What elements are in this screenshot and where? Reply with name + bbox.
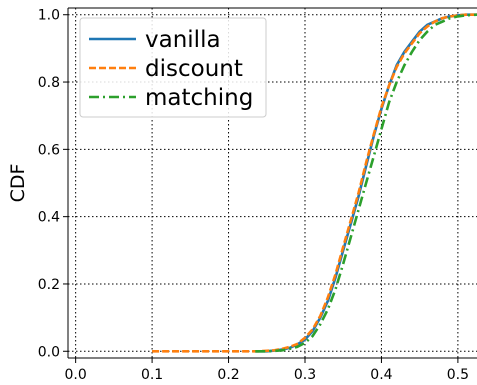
legend-label-vanilla: vanilla — [145, 27, 221, 53]
x-tick-label: 0.5 — [447, 367, 469, 383]
legend: vanilla discount matching — [79, 17, 267, 118]
x-tick-label: 0.1 — [141, 367, 163, 383]
series-lines — [152, 13, 477, 353]
x-tick-label: 0.0 — [65, 367, 87, 383]
y-tick-label: 0.6 — [38, 142, 60, 158]
axes-frame — [67, 7, 477, 359]
y-tick-label: 1.0 — [38, 8, 60, 24]
series-line-discount — [152, 13, 477, 353]
legend-label-matching: matching — [145, 85, 253, 111]
y-axis-title: CDF — [7, 164, 29, 203]
legend-label-discount: discount — [145, 56, 243, 82]
x-tick-label: 0.2 — [217, 367, 239, 383]
ticks: 0.0 0.1 0.2 0.3 0.4 0.5 0.0 0.2 0.4 0.6 0.8 1.0 — [38, 8, 469, 383]
x-tick-label: 0.3 — [294, 367, 316, 383]
x-tick-label: 0.4 — [370, 367, 392, 383]
grid — [68, 8, 477, 358]
y-tick-label: 0.0 — [38, 344, 60, 360]
legend-frame — [79, 17, 267, 118]
y-tick-label: 0.8 — [38, 75, 60, 91]
y-tick-label: 0.2 — [38, 277, 60, 293]
series-line-matching — [255, 13, 477, 353]
y-tick-label: 0.4 — [38, 210, 60, 226]
